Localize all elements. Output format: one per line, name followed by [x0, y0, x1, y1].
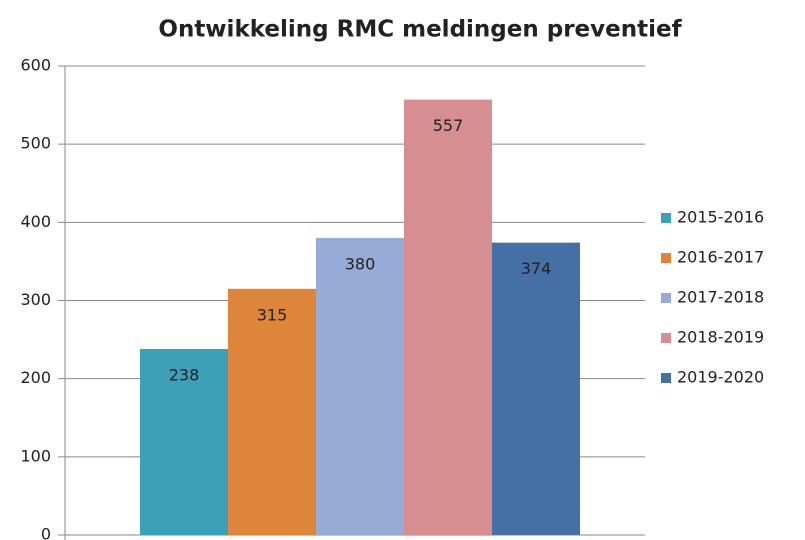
y-tick-label: 0 — [41, 525, 51, 540]
legend-swatch — [661, 373, 671, 383]
bar — [492, 242, 580, 535]
bar — [140, 348, 228, 535]
bar — [228, 288, 316, 535]
data-label: 557 — [433, 116, 464, 135]
legend-label: 2019-2020 — [677, 368, 764, 387]
legend-label: 2018-2019 — [677, 328, 764, 347]
legend-swatch — [661, 253, 671, 263]
y-tick-label: 100 — [20, 446, 51, 465]
legend-label: 2015-2016 — [677, 208, 764, 227]
y-tick-label: 200 — [20, 368, 51, 387]
data-label: 315 — [257, 305, 288, 324]
data-label: 238 — [169, 365, 200, 384]
legend-label: 2016-2017 — [677, 248, 764, 267]
chart-title: Ontwikkeling RMC meldingen preventief — [158, 17, 682, 43]
data-label: 374 — [521, 259, 552, 278]
y-tick-label: 500 — [20, 134, 51, 153]
legend-swatch — [661, 213, 671, 223]
y-tick-label: 400 — [20, 212, 51, 231]
legend-label: 2017-2018 — [677, 288, 764, 307]
y-tick-label: 300 — [20, 290, 51, 309]
legend-swatch — [661, 293, 671, 303]
y-tick-label: 600 — [20, 56, 51, 75]
data-label: 380 — [345, 254, 376, 273]
bar — [316, 237, 404, 535]
legend-swatch — [661, 333, 671, 343]
bar — [404, 99, 492, 535]
